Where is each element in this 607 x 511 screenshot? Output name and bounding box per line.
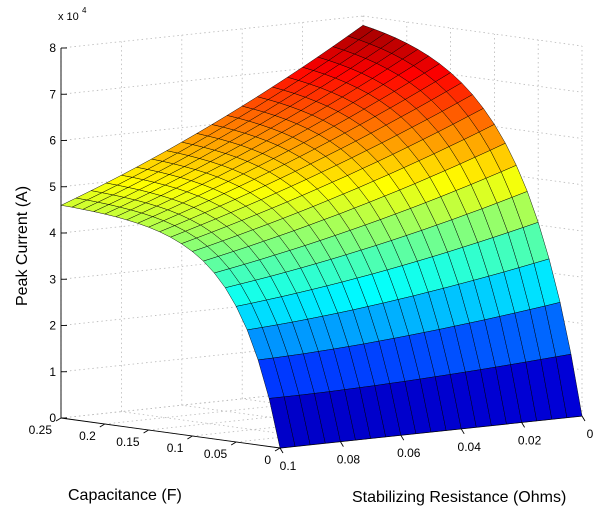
z-multiplier-label: x 10 <box>58 11 79 23</box>
grid-line-z <box>60 15 364 49</box>
surface-mesh <box>60 25 583 449</box>
x-tick-mark <box>340 441 344 447</box>
y-axis-line <box>60 417 281 449</box>
x-tick-mark <box>279 447 284 454</box>
z-multiplier-exponent: 4 <box>82 6 87 15</box>
y-tick-label: 0 <box>264 453 271 467</box>
z-tick-label: 2 <box>49 319 56 333</box>
z-multiplier: x 10 4 <box>58 6 87 23</box>
z-axis-label: Peak Current (A) <box>14 186 31 306</box>
surface-facet <box>555 353 583 418</box>
x-tick-mark <box>521 422 525 428</box>
z-tick-label: 6 <box>49 134 56 148</box>
x-axis-label: Stabilizing Resistance (Ohms) <box>352 489 566 506</box>
y-tick-label: 0.1 <box>167 441 184 455</box>
x-tick-mark <box>460 428 465 435</box>
y-tick-mark <box>230 441 237 446</box>
x-tick-label: 0.06 <box>397 446 421 460</box>
x-tick-mark <box>581 415 586 422</box>
y-axis-label: Capacitance (F) <box>68 487 182 504</box>
z-tick-label: 1 <box>49 365 56 379</box>
y-tick-label: 0.15 <box>116 435 140 449</box>
z-tick-label: 7 <box>49 87 56 101</box>
z-tick-label: 3 <box>49 272 56 286</box>
y-tick-mark <box>55 417 62 422</box>
y-tick-mark <box>99 423 106 428</box>
x-tick-label: 0.08 <box>337 453 361 467</box>
y-tick-mark <box>187 435 193 440</box>
x-tick-label: 0.04 <box>458 440 482 454</box>
y-tick-label: 0.25 <box>29 423 53 437</box>
y-tick-mark <box>143 429 149 434</box>
z-tick-label: 8 <box>49 41 56 55</box>
x-tick-label: 0.1 <box>280 459 297 473</box>
z-tick-label: 0 <box>49 411 56 425</box>
z-tick-label: 4 <box>49 226 56 240</box>
x-tick-label: 0 <box>587 427 594 441</box>
grid-line-z <box>362 15 583 47</box>
y-tick-label: 0.05 <box>204 447 228 461</box>
x-tick-label: 0.02 <box>518 433 542 447</box>
x-tick-mark <box>400 434 405 441</box>
y-tick-label: 0.2 <box>79 429 96 443</box>
z-tick-label: 5 <box>49 180 56 194</box>
y-tick-mark <box>274 447 281 452</box>
